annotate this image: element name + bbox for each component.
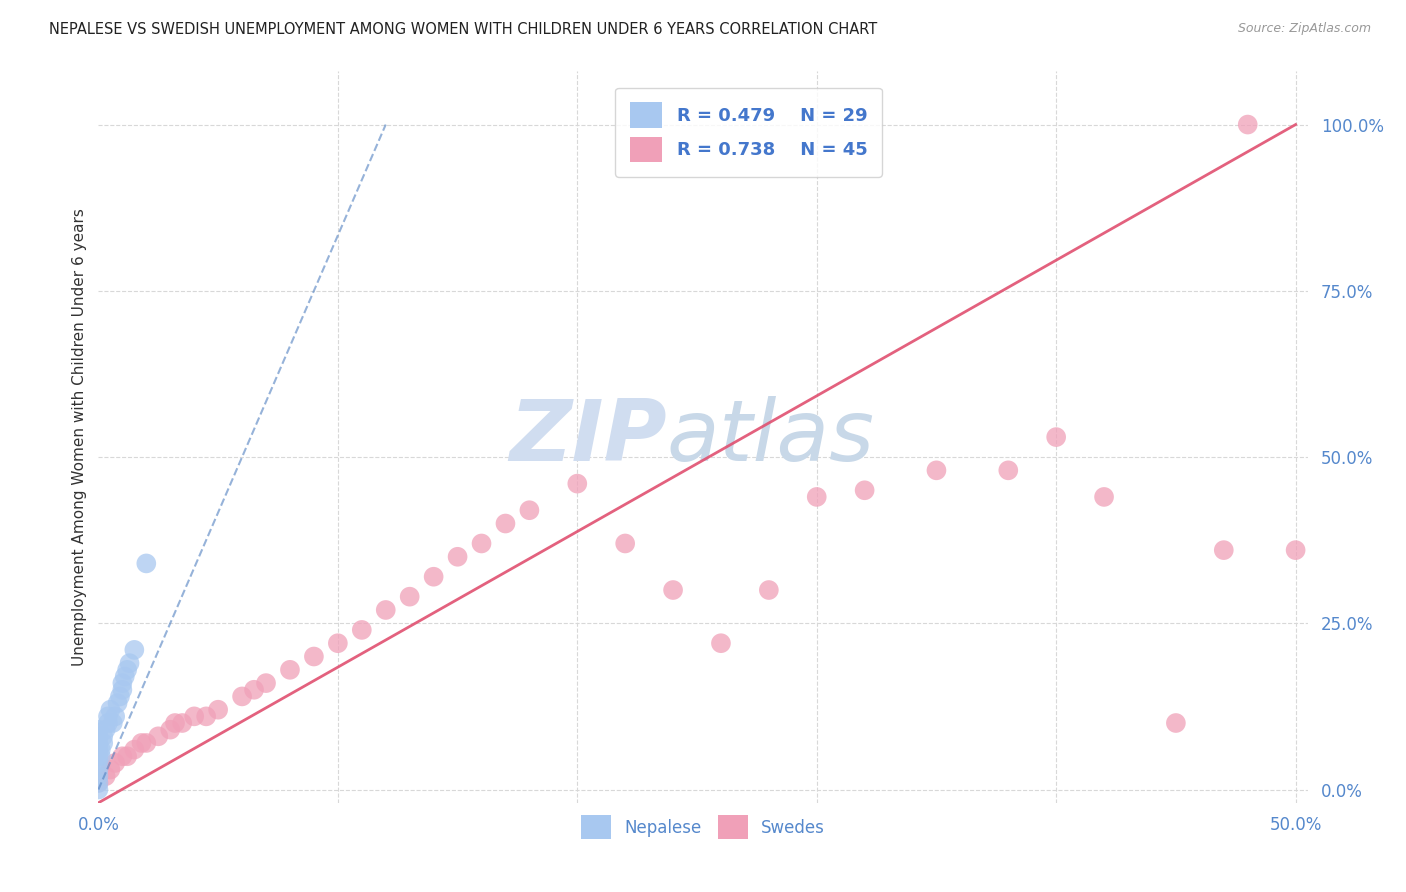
Point bbox=[758, 582, 780, 597]
Point bbox=[115, 749, 138, 764]
Text: atlas: atlas bbox=[666, 395, 875, 479]
Point bbox=[104, 709, 127, 723]
Point bbox=[302, 649, 325, 664]
Point bbox=[254, 676, 277, 690]
Point bbox=[107, 696, 129, 710]
Point bbox=[148, 729, 170, 743]
Point bbox=[806, 490, 828, 504]
Point bbox=[90, 749, 112, 764]
Point bbox=[124, 742, 146, 756]
Point bbox=[87, 763, 110, 777]
Point bbox=[519, 503, 541, 517]
Text: NEPALESE VS SWEDISH UNEMPLOYMENT AMONG WOMEN WITH CHILDREN UNDER 6 YEARS CORRELA: NEPALESE VS SWEDISH UNEMPLOYMENT AMONG W… bbox=[49, 22, 877, 37]
Point bbox=[278, 663, 301, 677]
Point bbox=[422, 570, 444, 584]
Point bbox=[90, 742, 112, 756]
Point bbox=[1284, 543, 1306, 558]
Point bbox=[172, 716, 194, 731]
Point bbox=[87, 723, 110, 737]
Point bbox=[326, 636, 349, 650]
Point bbox=[135, 736, 157, 750]
Point bbox=[87, 769, 110, 783]
Point bbox=[997, 463, 1019, 477]
Point bbox=[398, 590, 420, 604]
Point bbox=[97, 716, 120, 731]
Point bbox=[87, 756, 110, 770]
Point bbox=[94, 723, 117, 737]
Point bbox=[446, 549, 468, 564]
Point bbox=[91, 736, 114, 750]
Point bbox=[87, 729, 110, 743]
Point bbox=[614, 536, 637, 550]
Point bbox=[495, 516, 517, 531]
Point bbox=[114, 669, 136, 683]
Point bbox=[115, 663, 138, 677]
Point bbox=[100, 703, 122, 717]
Point bbox=[108, 690, 131, 704]
Point bbox=[131, 736, 153, 750]
Point bbox=[925, 463, 948, 477]
Point bbox=[1212, 543, 1234, 558]
Point bbox=[87, 736, 110, 750]
Point bbox=[231, 690, 253, 704]
Point bbox=[1236, 118, 1258, 132]
Point bbox=[853, 483, 876, 498]
Y-axis label: Unemployment Among Women with Children Under 6 years: Unemployment Among Women with Children U… bbox=[72, 208, 87, 666]
Point bbox=[87, 782, 110, 797]
Text: Source: ZipAtlas.com: Source: ZipAtlas.com bbox=[1237, 22, 1371, 36]
Point bbox=[207, 703, 229, 717]
Point bbox=[159, 723, 181, 737]
Point bbox=[662, 582, 685, 597]
Point bbox=[163, 716, 186, 731]
Point bbox=[183, 709, 205, 723]
Point bbox=[243, 682, 266, 697]
Point bbox=[87, 776, 110, 790]
Point bbox=[710, 636, 733, 650]
Legend: Nepalese, Swedes: Nepalese, Swedes bbox=[574, 809, 832, 846]
Point bbox=[350, 623, 373, 637]
Point bbox=[1092, 490, 1115, 504]
Point bbox=[470, 536, 492, 550]
Point bbox=[87, 749, 110, 764]
Point bbox=[1164, 716, 1187, 731]
Point bbox=[97, 709, 120, 723]
Point bbox=[195, 709, 218, 723]
Point bbox=[87, 742, 110, 756]
Point bbox=[135, 557, 157, 571]
Point bbox=[1045, 430, 1067, 444]
Point bbox=[374, 603, 396, 617]
Point bbox=[94, 769, 117, 783]
Point bbox=[111, 682, 134, 697]
Point bbox=[118, 656, 141, 670]
Point bbox=[91, 729, 114, 743]
Point bbox=[567, 476, 589, 491]
Point bbox=[111, 676, 134, 690]
Point bbox=[124, 643, 146, 657]
Text: ZIP: ZIP bbox=[509, 395, 666, 479]
Point bbox=[111, 749, 134, 764]
Point bbox=[104, 756, 127, 770]
Point bbox=[87, 776, 110, 790]
Point bbox=[100, 763, 122, 777]
Point bbox=[101, 716, 124, 731]
